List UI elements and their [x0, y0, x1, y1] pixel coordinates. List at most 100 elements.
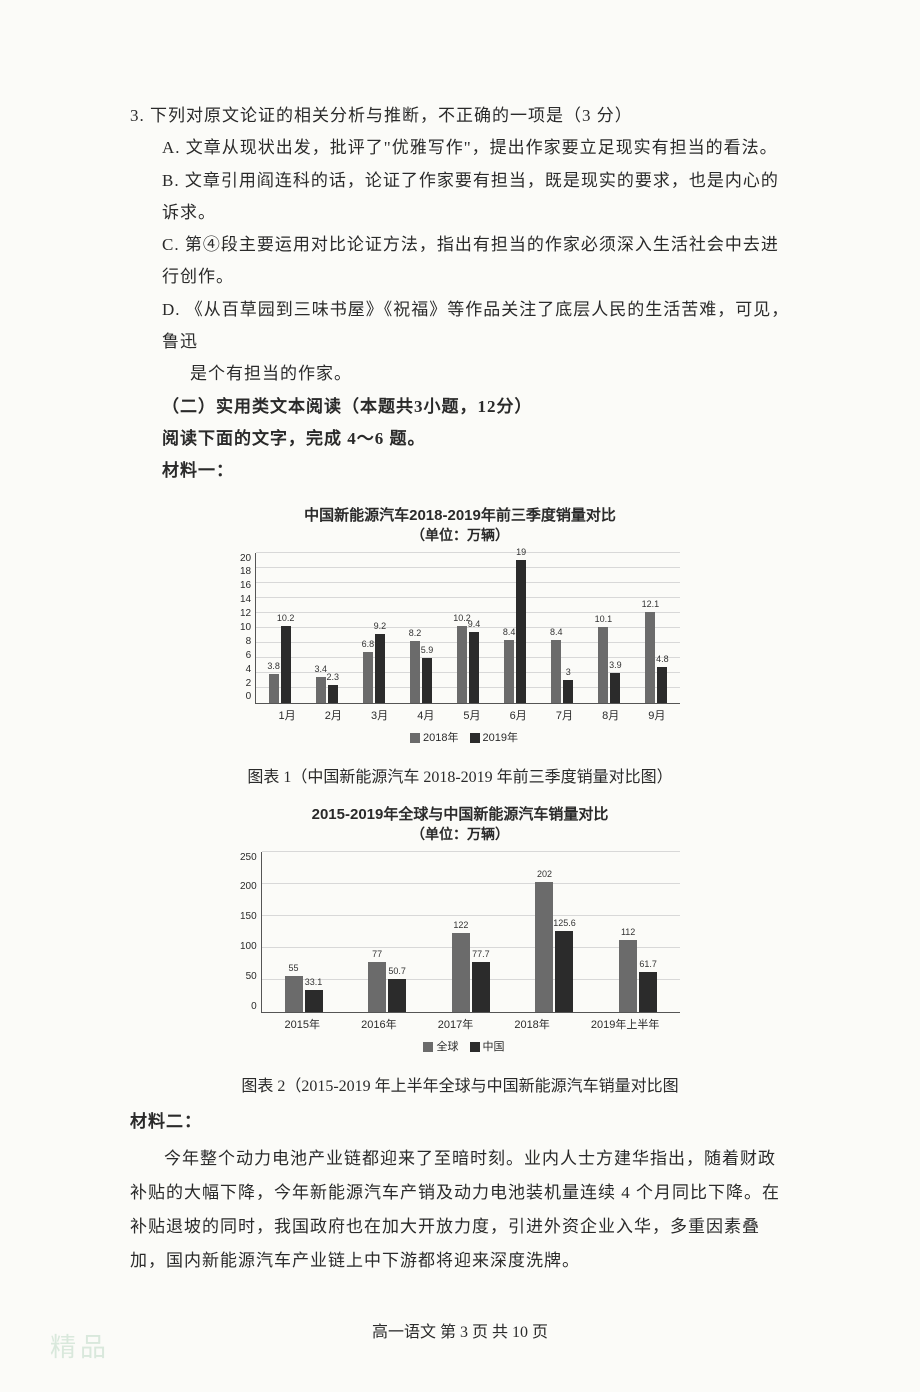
bar-value-label: 9.2 [374, 621, 387, 631]
x-tick: 9月 [648, 707, 665, 723]
x-tick: 6月 [510, 707, 527, 723]
bar-group: 7750.7 [368, 962, 406, 1011]
bar-group: 11261.7 [619, 940, 657, 1012]
bar-group: 202125.6 [535, 882, 573, 1011]
bar-value-label: 112 [621, 927, 635, 937]
bar-series-b: 50.7 [388, 979, 406, 1011]
bar-group: 10.13.9 [598, 627, 620, 703]
legend-label-global: 全球 [436, 1041, 458, 1053]
bar-value-label: 33.1 [305, 977, 323, 987]
bar-series-b: 9.2 [375, 634, 385, 703]
bar-value-label: 77.7 [472, 949, 490, 959]
y-tick: 6 [246, 650, 252, 661]
bar-value-label: 12.1 [642, 599, 660, 609]
legend-swatch-2019 [470, 733, 480, 743]
x-tick: 4月 [417, 707, 434, 723]
watermark: 精品 [50, 1327, 110, 1364]
bar-value-label: 4.8 [656, 654, 669, 664]
x-tick: 3月 [371, 707, 388, 723]
y-tick: 8 [246, 636, 252, 647]
bar-series-a: 122 [452, 933, 470, 1011]
y-tick: 14 [240, 594, 251, 605]
option-a: A. 文章从现状出发，批评了"优雅写作"，提出作家要立足现实有担当的看法。 [162, 132, 790, 164]
chart1-y-axis: 20181614121086420 [240, 553, 255, 703]
bar-series-b: 19 [516, 560, 526, 703]
bar-series-b: 3 [563, 680, 573, 703]
legend-swatch-2018 [410, 733, 420, 743]
chart1-x-axis: 1月2月3月4月5月6月7月8月9月 [264, 707, 680, 723]
chart2-bars: 5533.17750.712277.7202125.611261.7 [262, 852, 680, 1012]
bar-value-label: 3 [566, 667, 571, 677]
bar-series-b: 61.7 [639, 972, 657, 1011]
bar-value-label: 50.7 [388, 966, 406, 976]
y-tick: 0 [246, 691, 252, 702]
legend-swatch-global [423, 1042, 433, 1052]
bar-value-label: 77 [372, 949, 382, 959]
bar-value-label: 8.2 [409, 628, 422, 638]
material-2-label: 材料二： [130, 1106, 790, 1138]
x-tick: 2016年 [361, 1016, 396, 1032]
option-d-line2: 是个有担当的作家。 [190, 358, 790, 390]
y-tick: 200 [240, 881, 257, 892]
bar-series-b: 33.1 [305, 990, 323, 1011]
bar-group: 3.810.2 [269, 626, 291, 703]
bar-series-a: 77 [368, 962, 386, 1011]
bar-value-label: 3.9 [609, 660, 622, 670]
x-tick: 2017年 [438, 1016, 473, 1032]
bar-series-b: 10.2 [281, 626, 291, 703]
bar-group: 8.43 [551, 640, 573, 703]
option-c: C. 第④段主要运用对比论证方法，指出有担当的作家必须深入生活社会中去进行创作。 [162, 229, 790, 294]
legend-label-2019: 2019年 [483, 732, 518, 744]
y-tick: 4 [246, 664, 252, 675]
bar-series-a: 112 [619, 940, 637, 1012]
bar-series-a: 55 [285, 976, 303, 1011]
bar-group: 8.25.9 [410, 641, 432, 703]
bar-series-a: 8.2 [410, 641, 420, 703]
y-tick: 150 [240, 911, 257, 922]
x-tick: 2019年上半年 [591, 1016, 659, 1032]
bar-series-b: 77.7 [472, 962, 490, 1012]
legend-label-2018: 2018年 [423, 732, 458, 744]
bar-series-b: 9.4 [469, 632, 479, 703]
bar-series-a: 3.4 [316, 677, 326, 703]
y-tick: 12 [240, 608, 251, 619]
option-d-line1: D. 《从百草园到三味书屋》《祝福》等作品关注了底层人民的生活苦难，可见，鲁迅 [162, 294, 790, 359]
bar-series-a: 8.4 [551, 640, 561, 703]
bar-value-label: 202 [537, 869, 552, 879]
material-2-paragraph: 今年整个动力电池产业链都迎来了至暗时刻。业内人士方建华指出，随着财政补贴的大幅下… [130, 1142, 790, 1278]
x-tick: 2018年 [514, 1016, 549, 1032]
y-tick: 250 [240, 852, 257, 863]
bar-group: 12277.7 [452, 933, 490, 1011]
bar-value-label: 61.7 [639, 959, 657, 969]
chart1-legend: 2018年 2019年 [240, 729, 680, 745]
bar-series-b: 3.9 [610, 673, 620, 702]
x-tick: 8月 [602, 707, 619, 723]
chart2-y-axis: 250200150100500 [240, 852, 261, 1012]
bar-series-b: 4.8 [657, 667, 667, 703]
bar-series-a: 10.2 [457, 626, 467, 703]
bar-series-a: 6.8 [363, 652, 373, 703]
bar-value-label: 10.1 [595, 614, 613, 624]
legend-label-china: 中国 [483, 1041, 505, 1053]
y-tick: 18 [240, 566, 251, 577]
chart1: 20181614121086420 3.810.23.42.36.89.28.2… [240, 553, 680, 745]
material-1-label: 材料一： [162, 455, 790, 487]
y-tick: 10 [240, 622, 251, 633]
chart1-caption: 图表 1（中国新能源汽车 2018-2019 年前三季度销量对比图） [130, 763, 790, 787]
y-tick: 0 [251, 1001, 257, 1012]
x-tick: 2015年 [285, 1016, 320, 1032]
chart2: 250200150100500 5533.17750.712277.720212… [240, 852, 680, 1054]
chart2-legend: 全球 中国 [240, 1038, 680, 1054]
bar-value-label: 10.2 [277, 613, 295, 623]
bar-group: 8.419 [504, 560, 526, 703]
x-tick: 7月 [556, 707, 573, 723]
bar-group: 10.29.4 [457, 626, 479, 703]
bar-group: 5533.1 [285, 976, 323, 1011]
chart2-subtitle: （单位：万辆） [130, 824, 790, 844]
bar-value-label: 3.4 [315, 664, 328, 674]
bar-value-label: 5.9 [421, 645, 434, 655]
bar-value-label: 2.3 [327, 672, 340, 682]
bar-series-b: 5.9 [422, 658, 432, 702]
bar-series-b: 125.6 [555, 931, 573, 1011]
chart2-title: 2015-2019年全球与中国新能源汽车销量对比 [130, 803, 790, 824]
